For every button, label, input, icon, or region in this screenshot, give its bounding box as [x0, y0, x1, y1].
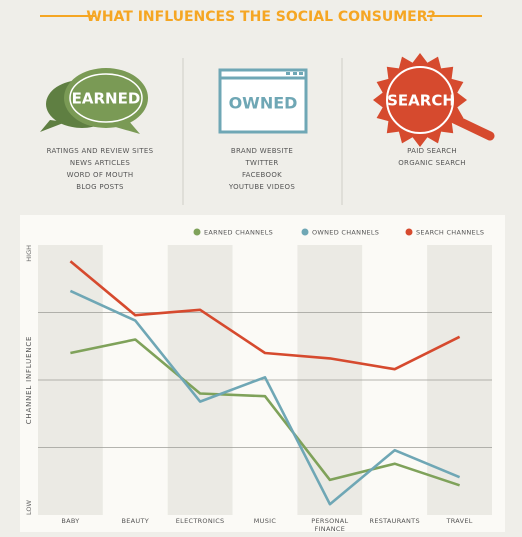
y-tick-label: LOW [25, 499, 33, 515]
column-item: BLOG POSTS [76, 183, 124, 191]
column-item: PAID SEARCH [407, 147, 457, 155]
column-item: RATINGS AND REVIEW SITES [47, 147, 154, 155]
legend-swatch [301, 228, 309, 236]
legend-label: OWNED CHANNELS [312, 229, 379, 237]
x-tick-label: RESTAURANTS [369, 517, 420, 525]
column-label: OWNED [229, 94, 298, 113]
legend-swatch [193, 228, 201, 236]
legend-label: SEARCH CHANNELS [416, 229, 484, 237]
x-tick-label: TRAVEL [446, 517, 473, 525]
series-line [69, 289, 461, 506]
x-tick-label: BEAUTY [121, 517, 150, 525]
x-tick-label: PERSONAL FINANCE [311, 517, 349, 533]
column-item: ORGANIC SEARCH [398, 159, 466, 167]
series-line [70, 338, 461, 487]
earned-icon: EARNED [40, 68, 148, 134]
title: WHAT INFLUENCES THE SOCIAL CONSUMER? [86, 9, 435, 25]
x-tick-label: BABY [61, 517, 80, 525]
column-item: FACEBOOK [242, 171, 282, 179]
column-item: WORD OF MOUTH [67, 171, 134, 179]
column-item: BRAND WEBSITE [231, 147, 293, 155]
column-item: NEWS ARTICLES [70, 159, 131, 167]
search-icon: SEARCH [373, 53, 495, 147]
legend-label: EARNED CHANNELS [204, 229, 273, 237]
column-label: SEARCH [387, 92, 455, 110]
column-label: EARNED [72, 90, 141, 108]
x-tick-label: MUSIC [253, 517, 277, 525]
owned-icon: OWNED [218, 68, 308, 134]
legend-swatch [405, 228, 413, 236]
series-line [69, 260, 461, 371]
y-axis-label: CHANNEL INFLUENCE [25, 336, 33, 425]
column-item: TWITTER [244, 159, 278, 167]
x-tick-label: ELECTRONICS [175, 517, 225, 525]
y-tick-label: HIGH [25, 245, 33, 262]
column-item: YOUTUBE VIDEOS [228, 183, 295, 191]
